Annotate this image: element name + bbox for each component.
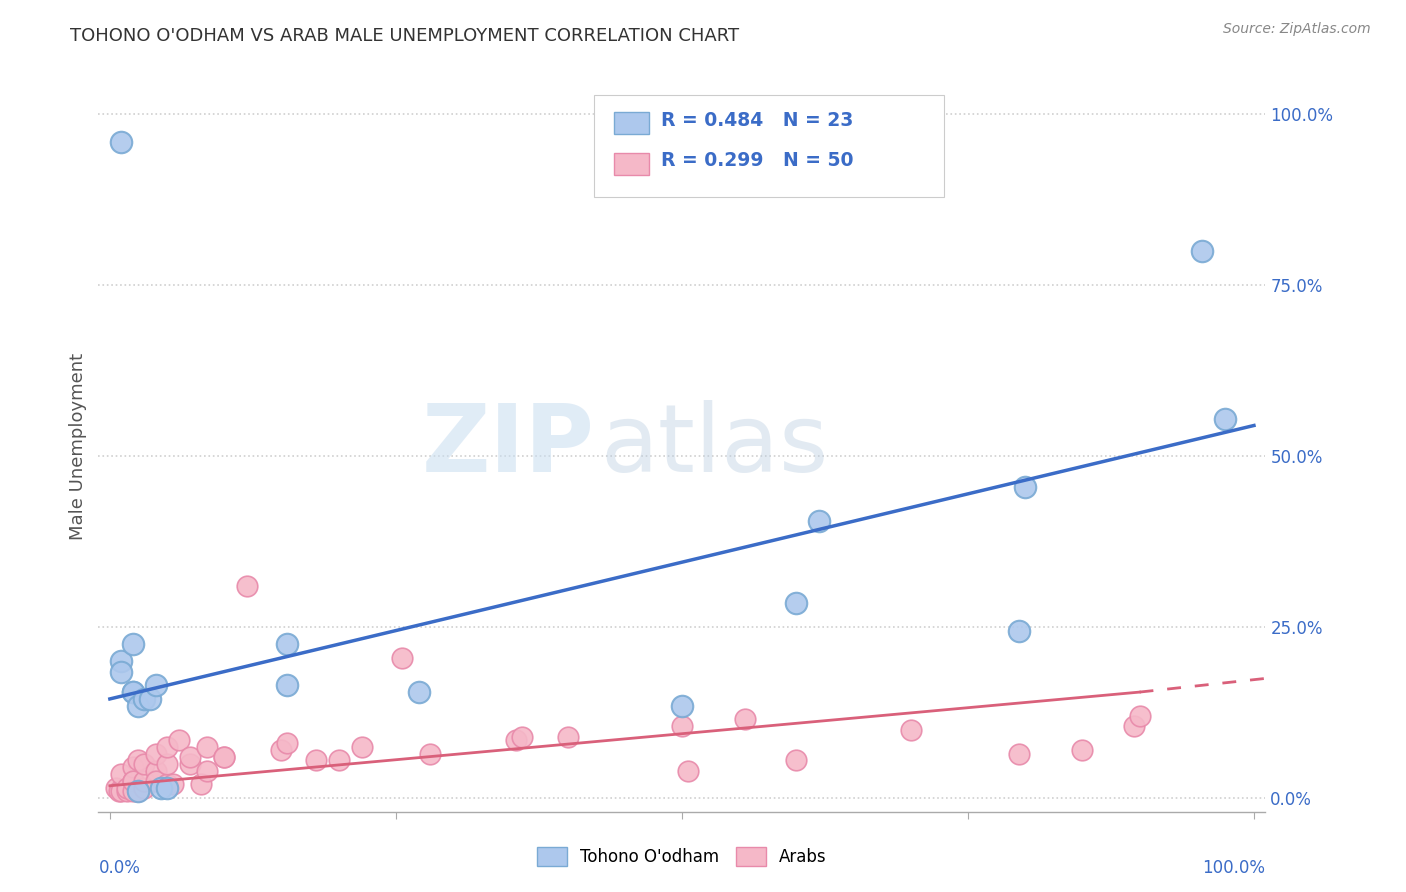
- Point: [121, 760, 143, 774]
- Point: [1215, 411, 1237, 425]
- Text: R = 0.299   N = 50: R = 0.299 N = 50: [661, 152, 853, 170]
- Point: [391, 651, 413, 665]
- Point: [1122, 719, 1144, 733]
- Point: [236, 579, 259, 593]
- Point: [671, 719, 693, 733]
- Point: [214, 750, 236, 764]
- Point: [1128, 709, 1150, 723]
- Point: [121, 637, 143, 651]
- Point: [134, 692, 156, 706]
- Point: [145, 747, 167, 761]
- Point: [785, 596, 807, 610]
- Text: 100.0%: 100.0%: [1202, 859, 1265, 877]
- Point: [676, 764, 699, 778]
- Point: [127, 754, 149, 768]
- Point: [510, 730, 533, 744]
- Point: [276, 678, 298, 692]
- Point: [408, 685, 430, 699]
- Point: [121, 784, 143, 798]
- Point: [305, 754, 328, 768]
- Point: [179, 750, 201, 764]
- Point: [134, 756, 156, 771]
- FancyBboxPatch shape: [595, 95, 945, 197]
- Point: [505, 733, 527, 747]
- Point: [328, 754, 350, 768]
- Point: [127, 698, 149, 713]
- Point: [121, 774, 143, 789]
- Point: [150, 780, 173, 795]
- Point: [108, 784, 131, 798]
- Point: [110, 135, 132, 149]
- Point: [110, 654, 132, 668]
- Point: [276, 637, 298, 651]
- Point: [1008, 624, 1031, 638]
- Point: [734, 713, 756, 727]
- Point: [419, 747, 441, 761]
- Point: [110, 665, 132, 679]
- Text: R = 0.484   N = 23: R = 0.484 N = 23: [661, 111, 853, 130]
- Point: [785, 754, 807, 768]
- Point: [115, 780, 138, 795]
- Point: [156, 756, 179, 771]
- Point: [1191, 244, 1213, 259]
- Point: [1071, 743, 1094, 757]
- Point: [167, 733, 190, 747]
- Point: [179, 756, 201, 771]
- Text: TOHONO O'ODHAM VS ARAB MALE UNEMPLOYMENT CORRELATION CHART: TOHONO O'ODHAM VS ARAB MALE UNEMPLOYMENT…: [70, 27, 740, 45]
- Point: [195, 764, 218, 778]
- Point: [1014, 480, 1036, 494]
- Text: ZIP: ZIP: [422, 400, 595, 492]
- Point: [156, 739, 179, 754]
- Point: [1008, 747, 1031, 761]
- Point: [145, 764, 167, 778]
- Point: [127, 784, 149, 798]
- Y-axis label: Male Unemployment: Male Unemployment: [69, 352, 87, 540]
- Text: atlas: atlas: [600, 400, 828, 492]
- Point: [127, 784, 149, 798]
- Point: [276, 736, 298, 750]
- Point: [139, 692, 162, 706]
- Bar: [614, 112, 650, 134]
- Point: [121, 774, 143, 789]
- Point: [121, 685, 143, 699]
- Point: [121, 685, 143, 699]
- Text: 0.0%: 0.0%: [98, 859, 141, 877]
- Point: [115, 784, 138, 798]
- Point: [134, 774, 156, 789]
- Point: [145, 774, 167, 789]
- Text: Source: ZipAtlas.com: Source: ZipAtlas.com: [1223, 22, 1371, 37]
- Point: [671, 698, 693, 713]
- Point: [270, 743, 292, 757]
- Point: [156, 780, 179, 795]
- Point: [900, 723, 922, 737]
- Point: [195, 739, 218, 754]
- Point: [145, 678, 167, 692]
- Point: [110, 784, 132, 798]
- Point: [110, 767, 132, 781]
- Point: [190, 777, 212, 791]
- Point: [214, 750, 236, 764]
- Point: [156, 777, 179, 791]
- Point: [162, 777, 184, 791]
- Point: [350, 739, 373, 754]
- Point: [134, 780, 156, 795]
- Bar: [614, 153, 650, 176]
- Legend: Tohono O'odham, Arabs: Tohono O'odham, Arabs: [530, 840, 834, 873]
- Point: [104, 780, 127, 795]
- Point: [557, 730, 579, 744]
- Point: [808, 514, 831, 528]
